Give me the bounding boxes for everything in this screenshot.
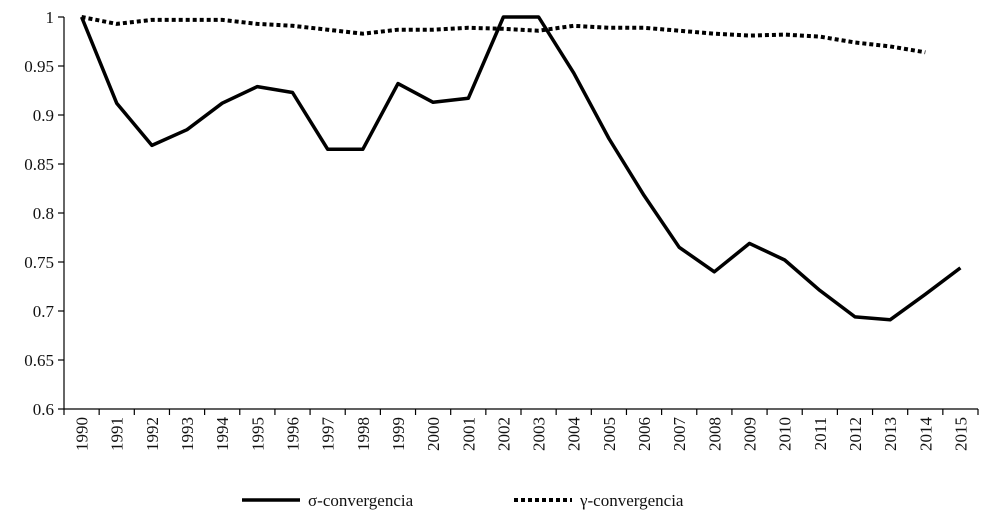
x-tick-label: 2010 xyxy=(776,417,795,451)
x-tick-label: 2012 xyxy=(846,417,865,451)
x-tick-label: 1992 xyxy=(143,417,162,451)
y-tick-label: 0.65 xyxy=(24,351,54,370)
y-axis-tick-labels: 0.6 0.65 0.7 0.75 0.8 0.85 0.9 0.95 1 xyxy=(24,8,54,419)
sigma-convergencia-line xyxy=(79,15,962,322)
legend: σ-convergencia γ-convergencia xyxy=(242,491,684,510)
x-tick-label: 1990 xyxy=(73,417,92,451)
x-tick-label: 2006 xyxy=(635,417,654,451)
x-tick-label: 2007 xyxy=(670,417,689,452)
x-tick-label: 2001 xyxy=(459,417,478,451)
y-tick-label: 0.95 xyxy=(24,57,54,76)
y-tick-label: 0.75 xyxy=(24,253,54,272)
x-tick-label: 2005 xyxy=(600,417,619,451)
x-tick-label: 1995 xyxy=(248,417,267,451)
x-tick-label: 1991 xyxy=(108,417,127,451)
x-tick-label: 2015 xyxy=(951,417,970,451)
y-tick-label: 0.7 xyxy=(33,302,55,321)
x-tick-label: 2003 xyxy=(530,417,549,451)
y-tick-label: 0.9 xyxy=(33,106,54,125)
x-tick-label: 2000 xyxy=(424,417,443,451)
gamma-convergencia-line xyxy=(81,15,926,55)
axes xyxy=(58,16,979,415)
x-tick-label: 1997 xyxy=(319,417,338,452)
x-tick-label: 1999 xyxy=(389,417,408,451)
series-lines xyxy=(79,15,962,322)
y-tick-label: 0.6 xyxy=(33,400,54,419)
x-tick-label: 1994 xyxy=(213,417,232,452)
x-axis-tick-labels: 1990 1991 1992 1993 1994 1995 1996 1997 1998 1999… xyxy=(73,417,971,452)
x-tick-label: 2011 xyxy=(811,417,830,450)
x-tick-label: 1993 xyxy=(178,417,197,451)
y-tick-label: 1 xyxy=(46,8,55,27)
x-tick-label: 2008 xyxy=(705,417,724,451)
y-tick-label: 0.85 xyxy=(24,155,54,174)
x-tick-label: 2009 xyxy=(741,417,760,451)
legend-label-gamma: γ-convergencia xyxy=(579,491,684,510)
x-tick-label: 2004 xyxy=(565,417,584,452)
x-tick-label: 2013 xyxy=(881,417,900,451)
x-tick-label: 2002 xyxy=(494,417,513,451)
y-tick-label: 0.8 xyxy=(33,204,54,223)
x-tick-label: 1998 xyxy=(354,417,373,451)
x-tick-label: 1996 xyxy=(284,417,303,451)
x-tick-label: 2014 xyxy=(916,417,935,452)
legend-label-sigma: σ-convergencia xyxy=(308,491,414,510)
